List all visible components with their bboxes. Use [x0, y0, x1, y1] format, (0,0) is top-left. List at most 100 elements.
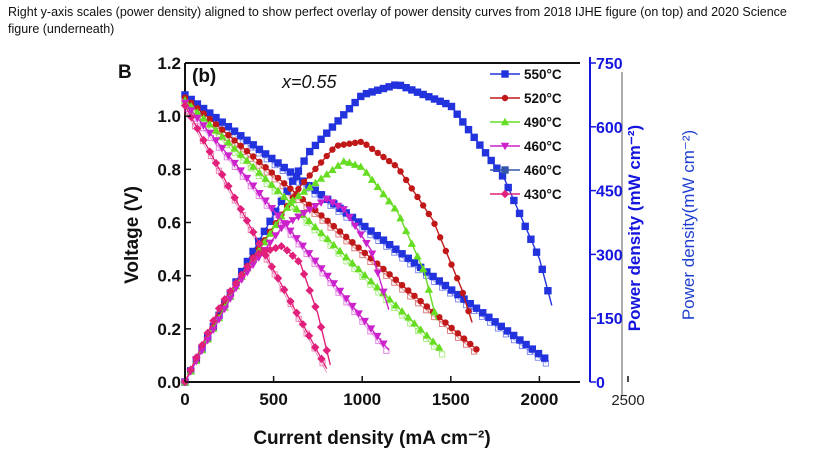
- power-point: [493, 164, 501, 172]
- voltage-point: [304, 331, 314, 341]
- voltage-point: [317, 228, 326, 237]
- power-point: [414, 193, 421, 201]
- power-point: [294, 257, 303, 266]
- power-point: [470, 133, 478, 142]
- voltage-point: [422, 331, 432, 339]
- voltage-point: [242, 156, 252, 164]
- power-point: [430, 307, 439, 316]
- voltage-point: [410, 319, 419, 327]
- power-point: [300, 178, 308, 186]
- power-point: [431, 220, 438, 227]
- voltage-point: [354, 310, 363, 318]
- power-point: [271, 232, 280, 240]
- voltage-point: [336, 228, 344, 235]
- voltage-point: [224, 138, 233, 146]
- x-annotation: x=0.55: [281, 72, 338, 92]
- x-tick-label: 500: [259, 390, 287, 409]
- power-point: [306, 147, 314, 156]
- y-tick-label-left: 0.4: [157, 267, 181, 286]
- power-point: [197, 341, 207, 350]
- power-point: [333, 202, 343, 211]
- voltage-point: [392, 245, 400, 253]
- power-point: [374, 149, 381, 157]
- power-point: [334, 142, 342, 149]
- power-point: [459, 289, 467, 297]
- voltage-point: [385, 295, 394, 303]
- power-point: [401, 226, 411, 235]
- x-tick-label: 2500: [611, 392, 644, 409]
- power-point: [425, 210, 433, 218]
- power-point: [373, 269, 382, 277]
- power-point: [453, 110, 461, 118]
- voltage-point: [366, 276, 376, 285]
- power-point: [345, 214, 354, 222]
- power-point: [357, 138, 364, 146]
- voltage-point: [329, 280, 339, 288]
- y-tick-label-left: 0.0: [157, 373, 181, 392]
- voltage-point: [230, 144, 239, 152]
- power-point: [209, 316, 218, 325]
- power-point: [323, 129, 331, 137]
- power-point: [317, 135, 325, 144]
- power-point: [481, 149, 490, 157]
- power-point: [340, 141, 347, 148]
- voltage-point: [281, 180, 288, 187]
- power-point: [487, 156, 495, 165]
- voltage-point: [330, 222, 338, 230]
- voltage-point: [242, 216, 252, 225]
- x-tick-label: 1500: [432, 390, 470, 409]
- x-tick-label: 1000: [343, 390, 381, 409]
- voltage-point: [447, 286, 456, 294]
- legend-label: 550°C: [524, 67, 562, 82]
- voltage-point: [379, 236, 388, 244]
- power-point: [316, 199, 326, 207]
- power-point: [464, 125, 473, 134]
- power-point: [379, 288, 388, 297]
- voltage-point: [522, 340, 530, 349]
- power-point: [266, 217, 274, 226]
- voltage-point: [428, 337, 438, 345]
- power-point: [350, 160, 360, 168]
- voltage-point: [304, 250, 314, 258]
- voltage-point: [317, 191, 326, 199]
- voltage-point: [298, 320, 308, 329]
- voltage-point: [397, 307, 407, 315]
- voltage-point: [467, 340, 474, 348]
- voltage-point: [273, 274, 283, 283]
- voltage-point: [441, 281, 450, 290]
- power-point: [209, 326, 218, 335]
- voltage-point: [250, 153, 257, 160]
- voltage-point: [491, 318, 499, 326]
- voltage-point: [274, 159, 282, 167]
- voltage-point: [218, 118, 226, 126]
- voltage-point: [280, 163, 288, 172]
- series-0: [181, 81, 553, 386]
- power-point: [363, 141, 370, 148]
- power-point: [322, 346, 331, 355]
- voltage-point: [268, 154, 276, 163]
- power-point: [373, 182, 382, 191]
- voltage-point: [211, 158, 221, 168]
- x-tick-label: 2000: [520, 390, 558, 409]
- voltage-point: [516, 336, 524, 344]
- voltage-point: [366, 325, 376, 333]
- power-point: [544, 287, 552, 295]
- voltage-point: [243, 136, 251, 144]
- power-point: [214, 304, 224, 313]
- x-axis-label: Current density (mA cm⁻²): [253, 428, 490, 449]
- y-tick-label-left: 1.0: [157, 107, 181, 126]
- power-point: [328, 165, 337, 174]
- power-point: [351, 98, 359, 107]
- power-point: [459, 118, 467, 126]
- power-point: [504, 183, 512, 192]
- legend-marker: [500, 189, 510, 199]
- voltage-point: [199, 114, 208, 122]
- voltage-point: [373, 332, 382, 341]
- voltage-point: [411, 292, 418, 299]
- power-point: [328, 123, 337, 131]
- voltage-point: [286, 168, 295, 176]
- axes: 0 500 1000 1500 2000 25000.00.20.40.60.81.01.…: [157, 54, 644, 409]
- y-tick-label-left: 1.2: [157, 54, 181, 73]
- legend-marker: [500, 142, 510, 151]
- voltage-point: [261, 150, 270, 158]
